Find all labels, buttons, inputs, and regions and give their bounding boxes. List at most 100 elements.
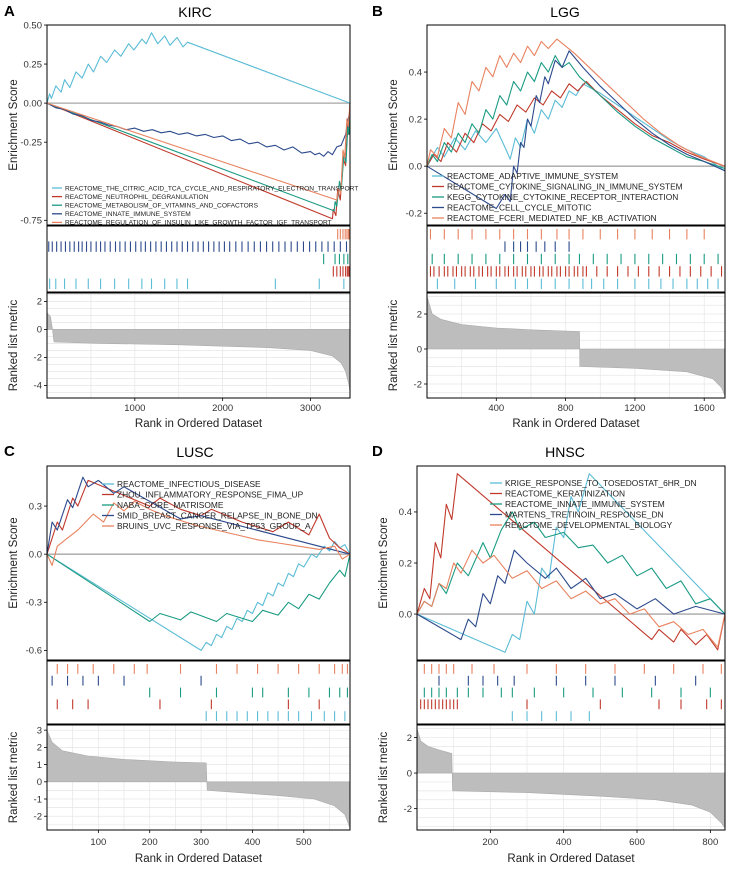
hits-plot-frame <box>426 225 726 293</box>
enrichment-score-label: Enrichment Score <box>378 517 390 608</box>
es-tick-label: -0.3 <box>26 598 42 609</box>
panel-c-letter: C <box>4 443 15 460</box>
x-tick-label: 1000 <box>124 403 145 414</box>
enrichment-score-label: Enrichment Score <box>388 79 400 170</box>
hits-plot-background <box>47 661 350 724</box>
rank-tick-label: 0 <box>37 325 42 336</box>
es-tick-label: 0.0 <box>409 161 422 172</box>
ranked-metric-area-b <box>426 296 726 397</box>
panel-d-letter: D <box>372 443 383 460</box>
rank-axis-label: Rank in Ordered Dataset <box>512 418 640 430</box>
es-plot-frame <box>46 465 351 661</box>
x-tick-label: 2000 <box>212 403 233 414</box>
legend-entry: NABA_CORE_MATRISOME <box>117 500 224 510</box>
es-line-c-1 <box>46 540 351 651</box>
rank-plot-frame <box>416 724 726 831</box>
es-line-d-4 <box>416 549 726 641</box>
ranked-list-metric-label: Ranked list metric <box>8 732 20 824</box>
es-tick-label: 0.0 <box>29 549 42 560</box>
es-plot-frame <box>416 465 726 661</box>
panel-c-title: LUSC <box>176 444 213 460</box>
es-tick-label: 0.25 <box>24 59 43 70</box>
x-tick-label: 100 <box>90 837 106 848</box>
es-line-b-3 <box>426 55 726 170</box>
rank-plot-frame <box>46 292 351 399</box>
legend-entry: BRUINS_UVC_RESPONSE_VIA_TP53_GROUP_A <box>117 521 311 531</box>
rank-axis-label: Rank in Ordered Dataset <box>507 853 635 865</box>
x-tick-label: 400 <box>556 837 572 848</box>
legend-entry: KEGG_CYTOKINE_CYTOKINE_RECEPTOR_INTERACT… <box>447 192 678 202</box>
es-tick-label: -0.6 <box>26 646 42 657</box>
rank-tick-label: -2 <box>404 804 412 815</box>
es-line-c-5 <box>46 500 351 566</box>
hits-plot-frame <box>416 660 726 725</box>
ranked-metric-area-c <box>46 730 351 829</box>
es-plot-frame <box>46 24 351 226</box>
legend-c: REACTOME_INFECTIOUS_DISEASEZHOU_INFLAMMA… <box>102 479 318 531</box>
legend-entry: REACTOME_CYTOKINE_SIGNALING_IN_IMMUNE_SY… <box>447 181 683 191</box>
x-tick-label: 300 <box>193 837 209 848</box>
legend-a: REACTOME_THE_CITRIC_ACID_TCA_CYCLE_AND_R… <box>52 185 358 227</box>
hits-plot-background <box>427 226 725 292</box>
legend-entry: ZHOU_INFLAMMATORY_RESPONSE_FIMA_UP <box>117 489 304 499</box>
es-tick-label: 0.0 <box>399 609 412 620</box>
legend-entry: SMID_BREAST_CANCER_RELAPSE_IN_BONE_DN <box>117 510 318 520</box>
legend-b: REACTOME_ADAPTIVE_IMMUNE_SYSTEMREACTOME_… <box>432 171 683 223</box>
hits-plot-background <box>47 226 350 292</box>
es-plot-background <box>47 466 350 660</box>
rank-tick-label: -2 <box>34 353 42 364</box>
legend-entry: REACTOME_REGULATION_OF_INSULIN_LIKE_GROW… <box>65 220 332 227</box>
x-tick-label: 1200 <box>624 403 645 414</box>
es-line-b-1 <box>426 83 726 172</box>
legend-entry: REACTOME_THE_CITRIC_ACID_TCA_CYCLE_AND_R… <box>65 185 358 192</box>
legend-entry: REACTOME_ADAPTIVE_IMMUNE_SYSTEM <box>447 171 618 181</box>
rank-tick-label: 3 <box>37 725 42 736</box>
legend-d: KRIGE_RESPONSE_TO_TOSEDOSTAT_6HR_DNREACT… <box>490 478 697 530</box>
es-tick-label: -0.2 <box>406 209 422 220</box>
x-tick-label: 200 <box>142 837 158 848</box>
x-tick-label: 1600 <box>694 403 715 414</box>
es-line-d-5 <box>416 549 726 648</box>
rank-tick-label: 2 <box>417 309 422 320</box>
rank-tick-label: -2 <box>414 379 422 390</box>
enrichment-score-label: Enrichment Score <box>8 517 20 608</box>
rank-axis-label: Rank in Ordered Dataset <box>135 853 263 865</box>
rank-tick-label: -4 <box>34 381 42 392</box>
rank-plot-frame <box>46 724 351 831</box>
es-line-a-4 <box>46 102 351 157</box>
legend-entry: REACTOME_INNATE_IMMUNE_SYSTEM <box>65 211 191 218</box>
rank-tick-label: 1 <box>37 760 42 771</box>
x-tick-label: 400 <box>244 837 260 848</box>
es-line-d-1 <box>416 473 726 653</box>
es-tick-label: 0.00 <box>24 98 43 109</box>
es-tick-label: -0.25 <box>20 137 42 148</box>
x-tick-label: 500 <box>296 837 312 848</box>
ranked-metric-area-d <box>416 728 726 830</box>
es-tick-label: 0.2 <box>399 558 412 569</box>
es-line-a-1 <box>46 32 351 104</box>
panel-d-title: HNSC <box>545 444 585 460</box>
legend-entry: REACTOME_NEUTROPHIL_DEGRANULATION <box>65 194 209 201</box>
es-tick-label: 0.4 <box>399 507 412 518</box>
legend-entry: REACTOME_METABOLISM_OF_VITAMINS_AND_COFA… <box>65 203 259 210</box>
legend-entry: KRIGE_RESPONSE_TO_TOSEDOSTAT_6HR_DN <box>505 478 697 488</box>
enrichment-score-label: Enrichment Score <box>8 79 20 170</box>
rank-tick-label: -1 <box>34 794 42 805</box>
x-tick-label: 3000 <box>300 403 321 414</box>
es-tick-label: 0.3 <box>29 501 42 512</box>
es-line-d-3 <box>416 511 726 615</box>
panel-a-letter: A <box>4 3 15 20</box>
es-line-c-4 <box>46 476 351 555</box>
es-plot-background <box>47 25 350 225</box>
legend-entry: REACTOME_INFECTIOUS_DISEASE <box>117 479 261 489</box>
es-line-d-2 <box>416 473 726 651</box>
es-tick-label: 0.4 <box>409 67 422 78</box>
rank-tick-label: -2 <box>34 812 42 823</box>
es-line-b-4 <box>426 50 726 210</box>
es-line-a-5 <box>46 102 351 201</box>
es-tick-label: -0.75 <box>20 216 42 227</box>
ranked-list-metric-label: Ranked list metric <box>388 300 400 392</box>
legend-entry: REACTOME_FCERI_MEDIATED_NF_KB_ACTIVATION <box>447 213 657 223</box>
rank-tick-label: 0 <box>407 768 412 779</box>
